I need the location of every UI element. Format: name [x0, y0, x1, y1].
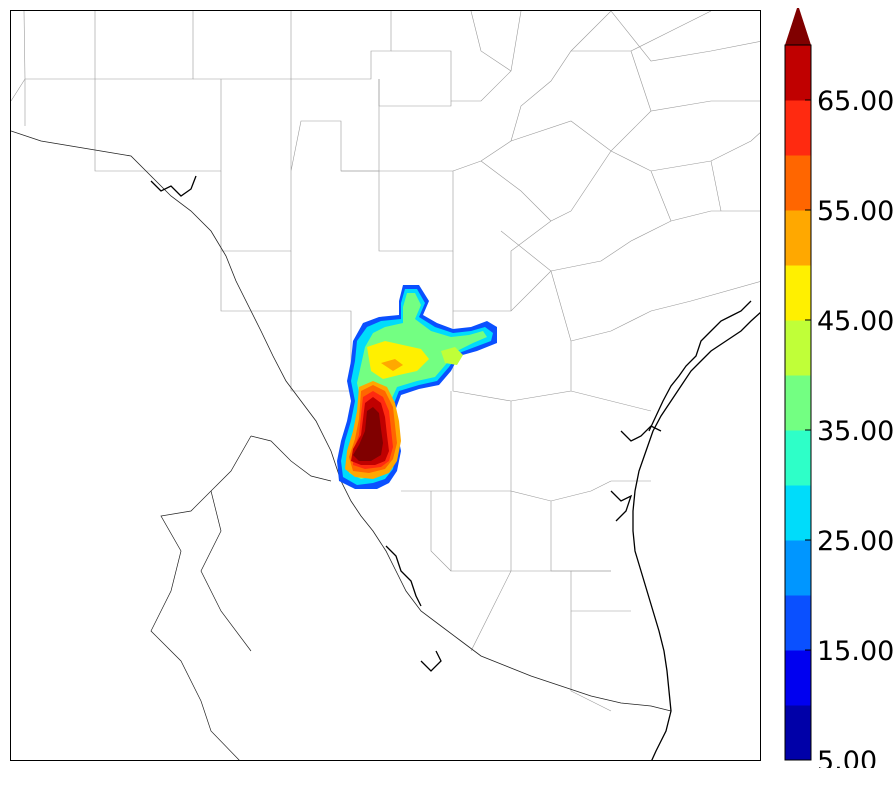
colorbar-swatch [785, 595, 811, 651]
colorbar-swatch [785, 155, 811, 211]
colorbar-swatch [785, 540, 811, 596]
colorbar-swatch [785, 210, 811, 266]
colorbar-tick-label: 55.00 [817, 196, 894, 227]
field-70 [353, 407, 383, 461]
map-svg [11, 11, 760, 760]
colorbar-extend-arrow [785, 8, 811, 45]
field-45b [441, 347, 463, 365]
colorbar-swatch [785, 705, 811, 761]
colorbar-swatch [785, 650, 811, 706]
precip-field [337, 285, 497, 489]
colorbar-swatch [785, 485, 811, 541]
field-spot [381, 359, 403, 371]
colorbar-swatch [785, 265, 811, 321]
colorbar-tick-label: 45.00 [817, 306, 894, 337]
county-lines [11, 11, 760, 712]
mexico-boundaries [150, 435, 332, 760]
colorbar-ticks: 5.00 15.00 25.00 35.00 45.00 55.00 65.00 [805, 86, 894, 768]
colorbar-outline [784, 44, 812, 761]
map-panel [10, 10, 761, 761]
rio-grande [11, 130, 672, 712]
colorbar-tick-label: 35.00 [817, 416, 894, 447]
colorbar-tick-label: 15.00 [817, 636, 894, 667]
colorbar-swatch [785, 45, 811, 101]
colorbar-swatches [785, 45, 811, 761]
colorbar-tick-label: 65.00 [817, 86, 894, 117]
colorbar-swatch [785, 100, 811, 156]
colorbar: 5.00 15.00 25.00 35.00 45.00 55.00 65.00 [784, 8, 894, 768]
field-45 [367, 341, 429, 379]
colorbar-tick-label: 5.00 [817, 746, 877, 768]
colorbar-swatch [785, 375, 811, 431]
colorbar-swatch [785, 320, 811, 376]
colorbar-tick-label: 25.00 [817, 526, 894, 557]
coastline [150, 175, 760, 760]
colorbar-swatch [785, 430, 811, 486]
